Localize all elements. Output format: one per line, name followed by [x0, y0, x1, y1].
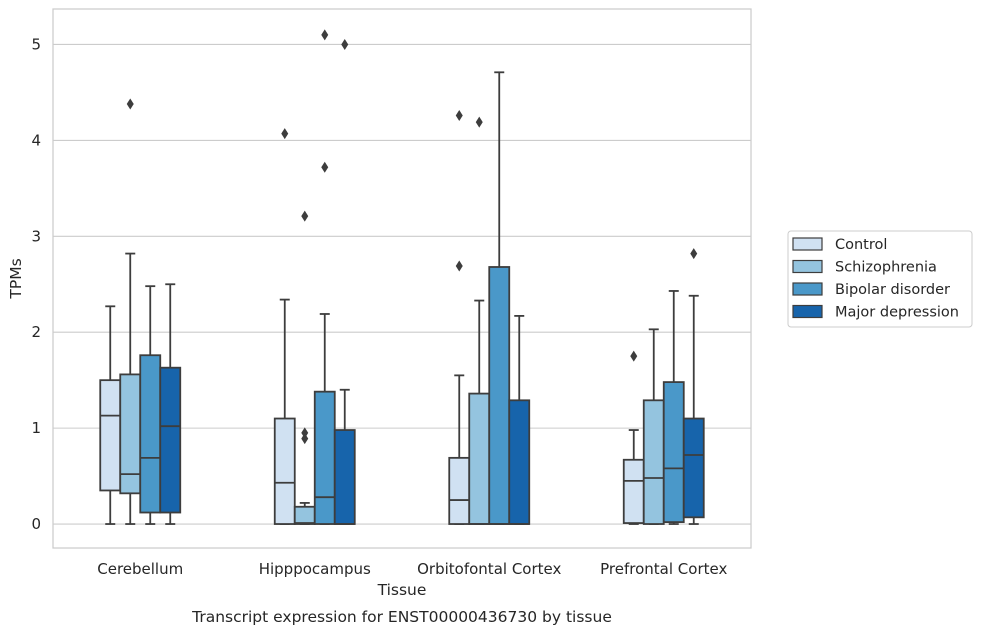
y-tick-label: 3 [31, 227, 41, 245]
box-iqr [139, 354, 162, 514]
y-tick-label: 2 [31, 323, 41, 341]
legend-swatch [792, 304, 823, 319]
outlier-point [321, 161, 329, 173]
box-iqr [313, 390, 336, 525]
box-iqr [662, 381, 685, 524]
outlier-point [475, 116, 483, 128]
y-axis-label: TPMs [7, 258, 25, 299]
outlier-point [630, 350, 638, 362]
y-tick-label: 1 [31, 419, 41, 437]
x-tick-labels: Cerebellum Hipppocampus Orbitofontal Corte… [97, 560, 727, 578]
box-iqr [159, 366, 182, 514]
chart-caption: Transcript expression for ENST0000043673… [191, 608, 612, 626]
x-tick-label: Cerebellum [97, 560, 183, 578]
outlier-point [281, 128, 289, 140]
box-schizophrenia [642, 328, 665, 525]
box-control [273, 128, 296, 525]
x-tick-label: Hipppocampus [259, 560, 371, 578]
legend: Control Schizophrenia Bipolar disorder Majo… [787, 230, 973, 328]
box-iqr [622, 458, 645, 524]
y-tick-label: 5 [31, 35, 41, 53]
plot-frame [52, 8, 752, 549]
box-major-depression [508, 315, 531, 525]
outlier-point [690, 248, 698, 260]
legend-label: Bipolar disorder [835, 282, 950, 298]
box-iqr [119, 373, 142, 495]
legend-swatch [792, 282, 823, 296]
box-bipolar-disorder [313, 29, 336, 525]
box-schizophrenia [119, 98, 142, 525]
box-iqr [448, 456, 471, 525]
box-groups [99, 29, 705, 525]
box-iqr [682, 417, 705, 519]
box-bipolar-disorder [139, 285, 162, 525]
box-control [99, 305, 122, 525]
outlier-point [455, 260, 463, 272]
y-tick-labels: 0 1 2 3 4 5 [31, 35, 41, 533]
box-schizophrenia [468, 116, 491, 525]
outlier-point [341, 38, 349, 50]
y-tick-label: 4 [31, 131, 41, 149]
x-tick-label: Prefrontal Cortex [600, 560, 727, 578]
x-axis-label: Tissue [377, 581, 427, 599]
outlier-point [301, 427, 309, 439]
legend-label: Schizophrenia [835, 260, 937, 276]
x-tick-label: Orbitofontal Cortex [417, 560, 561, 578]
legend-label: Control [835, 237, 887, 253]
box-iqr [642, 399, 665, 525]
legend-label: Major depression [835, 305, 959, 321]
box-iqr [99, 379, 122, 492]
legend-swatch [792, 237, 823, 251]
outlier-point [455, 109, 463, 121]
box-schizophrenia [293, 210, 316, 525]
legend-frame [787, 230, 973, 328]
box-bipolar-disorder [662, 290, 685, 525]
box-bipolar-disorder [488, 71, 511, 525]
box-major-depression [682, 248, 705, 525]
box-iqr [508, 399, 531, 525]
box-control [448, 109, 471, 525]
box-iqr [488, 266, 511, 525]
outlier-point [126, 98, 134, 110]
box-iqr [293, 505, 316, 525]
box-iqr [468, 392, 491, 525]
box-major-depression [333, 38, 356, 525]
box-iqr [333, 429, 356, 525]
box-control [622, 350, 645, 525]
y-tick-label: 0 [31, 515, 41, 533]
outlier-point [321, 29, 329, 41]
outlier-point [301, 210, 309, 222]
outlier-point [301, 433, 309, 445]
box-major-depression [159, 283, 182, 525]
box-iqr [273, 417, 296, 525]
legend-swatch [792, 259, 823, 274]
